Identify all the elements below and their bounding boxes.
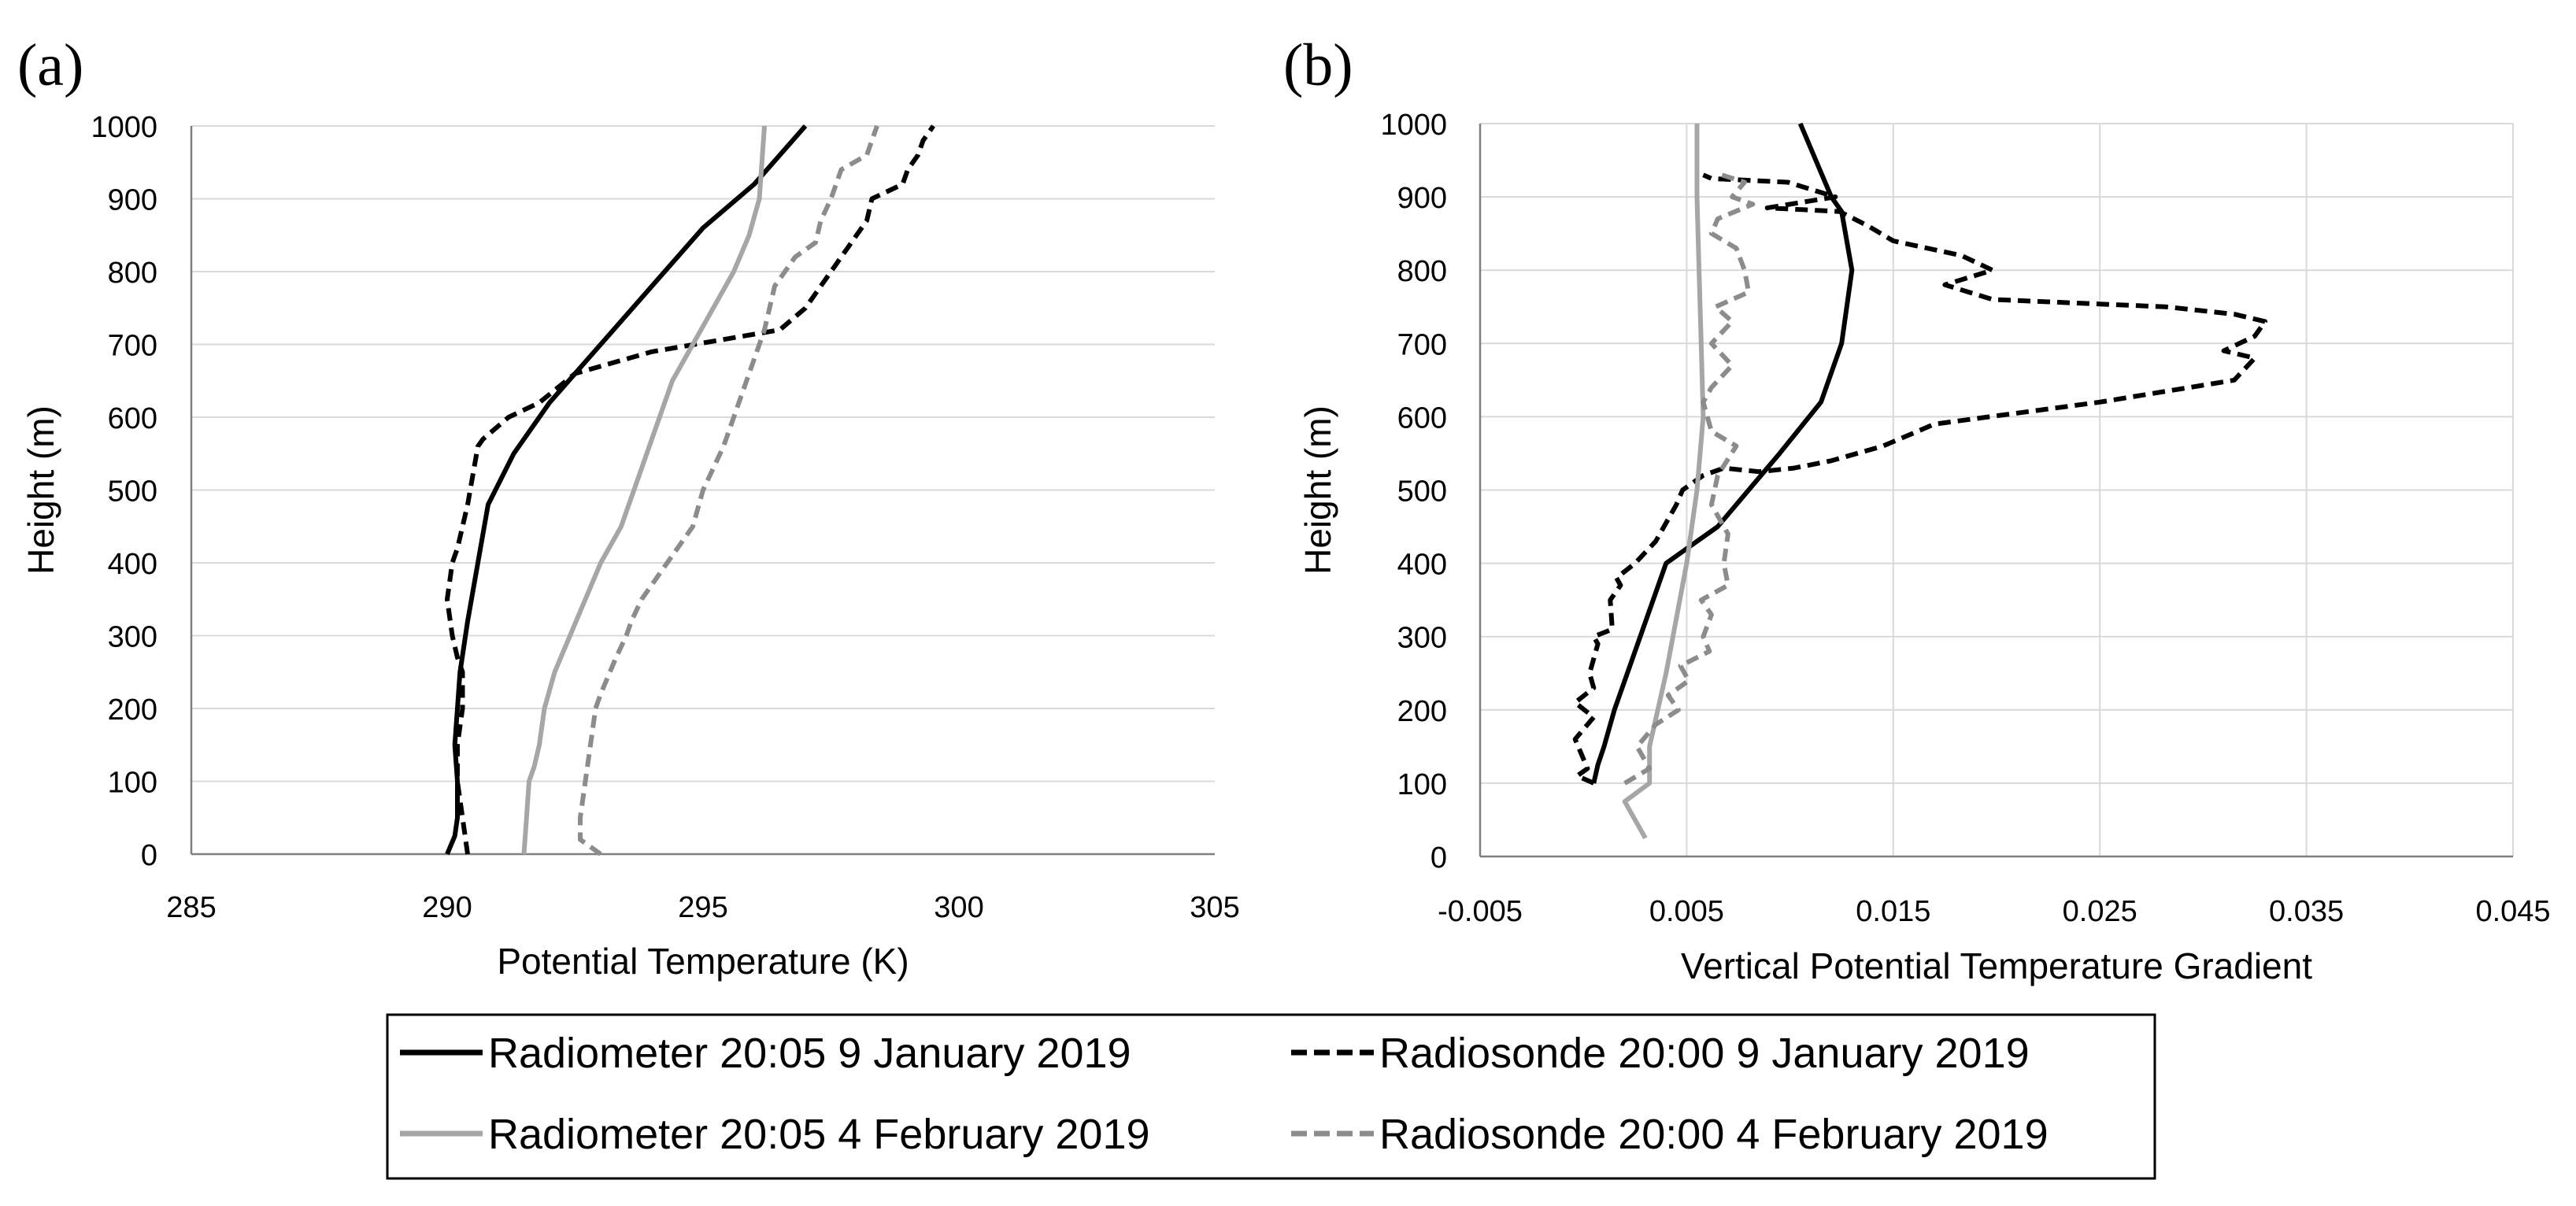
x-axis-title: Potential Temperature (K) — [497, 941, 909, 982]
panel-letter: (a) — [17, 32, 83, 98]
series-line-3 — [521, 125, 767, 855]
x-tick-label: 0.005 — [1649, 895, 1724, 928]
x-tick-label: 0.015 — [1856, 895, 1930, 928]
legend-label-3: Radiometer 20:05 4 February 2019 — [488, 1111, 1150, 1158]
panel-b-chart: 0 100 200 300 400 500 600 700 800 900 1000 -0.005 0.… — [1283, 32, 2551, 986]
x-tick-label: 285 — [166, 891, 216, 924]
y-tick-label: 900 — [1397, 182, 1447, 215]
y-tick-label: 800 — [108, 257, 157, 290]
y-tick-label: 0 — [1430, 842, 1447, 875]
y-tick-label: 300 — [108, 621, 157, 654]
legend-label-2: Radiosonde 20:00 9 January 2019 — [1379, 1030, 2030, 1077]
y-tick-label: 800 — [1397, 255, 1447, 288]
y-tick-label: 700 — [108, 330, 157, 363]
series-line-1 — [1591, 122, 1855, 784]
x-tick-label: 290 — [422, 891, 472, 924]
legend-label-4: Radiosonde 20:00 4 February 2019 — [1379, 1111, 2049, 1158]
y-tick-label: 200 — [108, 694, 157, 727]
y-axis-title: Height (m) — [20, 405, 61, 575]
y-tick-label: 700 — [1397, 328, 1447, 361]
y-tick-label: 300 — [1397, 622, 1447, 655]
y-tick-label: 600 — [1397, 401, 1447, 435]
legend-label-1: Radiometer 20:05 9 January 2019 — [488, 1030, 1131, 1077]
y-tick-label: 100 — [1397, 768, 1447, 801]
y-tick-label: 400 — [108, 548, 157, 581]
x-tick-label: -0.005 — [1438, 895, 1523, 928]
x-tick-label: 295 — [678, 891, 727, 924]
x-tick-label: 305 — [1190, 891, 1239, 924]
y-tick-label: 500 — [1397, 475, 1447, 509]
y-tick-label: 500 — [108, 475, 157, 509]
y-tick-label: 200 — [1397, 695, 1447, 728]
series-line-2 — [1572, 172, 2268, 786]
y-tick-label: 100 — [108, 767, 157, 800]
x-tick-label: 0.045 — [2475, 895, 2550, 928]
y-tick-label: 0 — [141, 839, 157, 872]
y-tick-label: 1000 — [1380, 109, 1447, 142]
legend-box — [386, 1013, 2156, 1180]
y-tick-label: 600 — [108, 402, 157, 435]
y-tick-label: 400 — [1397, 549, 1447, 582]
panel-letter: (b) — [1283, 32, 1353, 98]
panel-a-chart: 0 100 200 300 400 500 600 700 800 900 1000 285 290 29… — [17, 32, 1240, 982]
x-tick-label: 300 — [934, 891, 983, 924]
series-line-3 — [1622, 124, 1706, 840]
y-tick-label: 1000 — [91, 111, 157, 144]
x-tick-label: 0.025 — [2063, 895, 2137, 928]
series-line-4 — [578, 125, 879, 856]
y-axis-title: Height (m) — [1297, 405, 1338, 575]
x-tick-label: 0.035 — [2269, 895, 2344, 928]
series-line-2 — [445, 124, 935, 855]
y-tick-label: 900 — [108, 184, 157, 217]
legend: Radiometer 20:05 9 January 2019 Radiosond… — [386, 1013, 2156, 1180]
x-axis-title: Vertical Potential Temperature Gradient — [1681, 945, 2312, 986]
series-line-4 — [1623, 172, 1756, 786]
